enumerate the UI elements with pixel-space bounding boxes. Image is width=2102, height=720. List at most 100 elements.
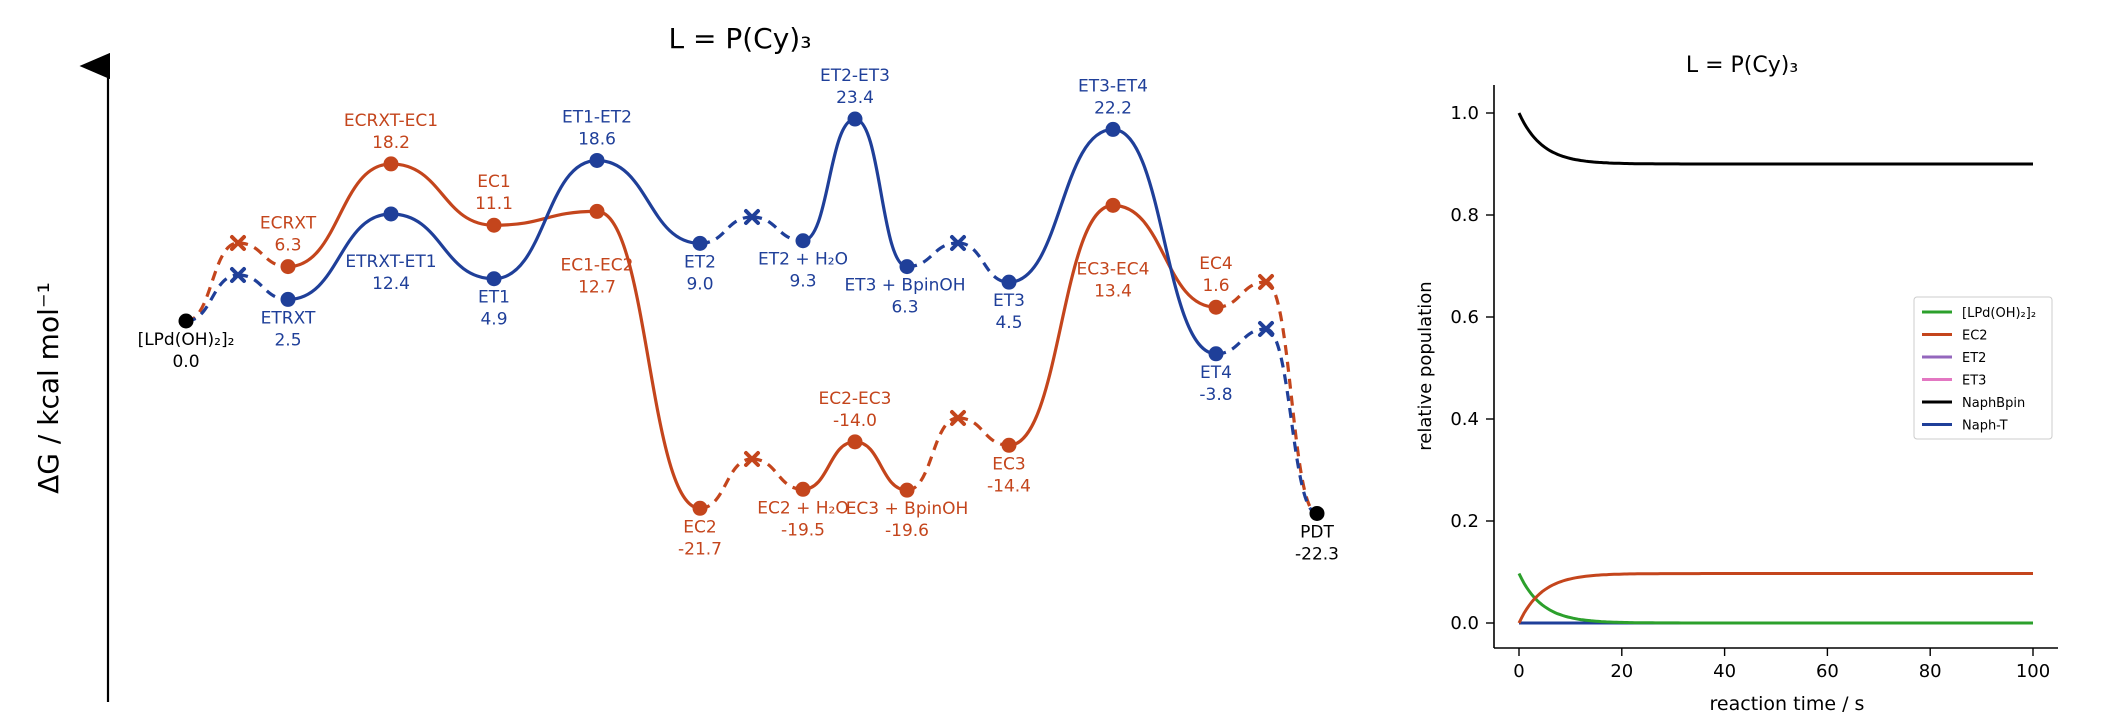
state-marker-pdt	[1309, 505, 1325, 521]
x-tick-label: 40	[1713, 661, 1736, 682]
et-pathway-segment	[699, 215, 753, 245]
kinetics-ticks: 0 20 40 60 80 100 0.0 0.2 0.4 0.6 0.8 1.0	[1450, 103, 2050, 682]
series-line-lpd-oh	[1517, 572, 2033, 625]
state-label-ec3: EC3	[992, 454, 1025, 474]
state-value-ec2-h-o: -19.5	[781, 520, 825, 540]
state-value-et3-et4: 22.2	[1094, 98, 1132, 118]
legend-label: NaphBpin	[1962, 396, 2025, 411]
state-value-et3-bpinoh: 6.3	[891, 298, 918, 318]
energy-y-axis-label: ΔG / kcal mol⁻¹	[32, 282, 65, 494]
state-marker-ec3-ec4	[1105, 197, 1121, 213]
state-value-et3: 4.5	[995, 313, 1022, 333]
et-pathway-segment	[1215, 327, 1267, 356]
state-label-ec2-h-o: EC2 + H₂O	[757, 498, 848, 518]
legend-item-ec2: EC2	[1922, 329, 1988, 344]
ec-pathway-segment	[854, 440, 908, 492]
state-value-et1-et2: 18.6	[578, 129, 616, 149]
state-label-ec3-bpinoh: EC3 + BpinOH	[846, 499, 969, 519]
et-pathway-segment	[237, 273, 289, 302]
state-label-etrxt-et1: ETRXT-ET1	[345, 252, 436, 272]
crossing-marker	[950, 410, 966, 426]
ec-pathway-segment	[802, 440, 856, 491]
state-marker-et2	[692, 235, 708, 251]
state-value-ec2: -21.7	[678, 539, 722, 559]
state-marker-ec4	[1208, 299, 1224, 315]
energy-chart-title: L = P(Cy)₃	[669, 22, 812, 55]
state-value-ec3-bpinoh: -19.6	[885, 521, 929, 541]
y-tick-label: 0.8	[1450, 205, 1479, 226]
kinetics-legend: [LPd(OH)₂]₂ EC2 ET2 ET3 NaphBpin Naph-T	[1913, 296, 2053, 440]
legend-label: Naph-T	[1962, 419, 2008, 434]
y-tick-label: 0.6	[1450, 307, 1479, 328]
et-pathway-segment	[287, 212, 392, 302]
state-marker-ec1	[486, 217, 502, 233]
x-tick-label: 100	[2016, 661, 2050, 682]
state-label-ec1: EC1	[477, 172, 510, 192]
et-pathway-segment	[596, 158, 701, 245]
state-label-ecrxt: ECRXT	[260, 214, 317, 234]
state-label-et2-h-o: ET2 + H₂O	[758, 250, 848, 270]
state-label-ec3-ec4: EC3-EC4	[1077, 259, 1150, 279]
state-marker-ec2-h-o	[795, 481, 811, 497]
kinetics-series	[1517, 112, 2033, 625]
legend-label: EC2	[1962, 329, 1988, 344]
energy-profile-chart: L = P(Cy)₃ ΔG / kcal mol⁻¹ [LPd(OH)₂]₂0.…	[32, 22, 1339, 702]
state-value-ec4: 1.6	[1202, 276, 1229, 296]
state-marker-et3-bpinoh	[899, 259, 915, 275]
state-label-et4: ET4	[1200, 363, 1232, 383]
series-line-naphbpin	[1517, 112, 2033, 166]
state-marker-et2-et3	[847, 111, 863, 127]
state-marker-ec3-bpinoh	[899, 482, 915, 498]
ec-pathway-segment	[957, 416, 1010, 447]
et-pathway-segment	[802, 117, 856, 243]
et-pathway-segment	[1112, 127, 1217, 356]
state-label-et3: ET3	[993, 291, 1025, 311]
state-value-etrxt: 2.5	[274, 330, 301, 350]
state-marker-ec1-ec2	[589, 203, 605, 219]
kinetics-chart: L = P(Cy)₃ 0 20 40 60 80 100 0.0 0.2 0.4 0.6 0.8 1.…	[1415, 53, 2058, 715]
state-marker-et3-et4	[1105, 121, 1121, 137]
legend-label: ET3	[1962, 374, 1986, 389]
state-value-etrxt-et1: 12.4	[372, 274, 410, 294]
state-value-ec3: -14.4	[987, 476, 1031, 496]
et-pathway-segment	[906, 241, 959, 269]
state-label-ec1-ec2: EC1-EC2	[561, 255, 634, 275]
state-value-ec1-ec2: 12.7	[578, 277, 616, 297]
crossing-marker	[950, 235, 966, 251]
state-marker-et2-h-o	[795, 233, 811, 249]
kinetics-y-axis-label: relative population	[1415, 281, 1436, 450]
kinetics-x-axis-label: reaction time / s	[1710, 693, 1865, 715]
crossing-marker	[230, 235, 246, 251]
ec-pathway-segment	[1008, 203, 1114, 447]
y-tick-label: 1.0	[1450, 103, 1479, 124]
state-marker-etrxt	[280, 291, 296, 307]
state-label-ec4: EC4	[1199, 254, 1232, 274]
et-pathway-segment	[185, 273, 239, 323]
x-tick-label: 20	[1610, 661, 1633, 682]
crossing-marker	[230, 267, 246, 283]
ec-pathway-segment	[596, 209, 701, 510]
legend-item-lpd-oh: [LPd(OH)₂]₂	[1922, 306, 2036, 321]
kinetics-chart-title: L = P(Cy)₃	[1686, 53, 1798, 78]
et-pathway-segment	[1265, 327, 1318, 516]
legend-item-naph-t: Naph-T	[1922, 419, 2008, 434]
state-marker-et3	[1001, 274, 1017, 290]
legend-item-et2: ET2	[1922, 351, 1986, 366]
state-value-et4: -3.8	[1199, 385, 1232, 405]
state-value-et1: 4.9	[480, 310, 507, 330]
et-pathway-segment	[493, 158, 598, 281]
state-value-ecrxt-ec1: 18.2	[372, 133, 410, 153]
state-label-pdt: PDT	[1300, 522, 1334, 542]
y-tick-label: 0.0	[1450, 613, 1479, 634]
crossing-marker	[1258, 321, 1274, 337]
state-marker-et1	[486, 271, 502, 287]
series-line-ec2	[1517, 572, 2033, 624]
ec-pathway-segment	[237, 241, 289, 269]
state-label-ec2-ec3: EC2-EC3	[819, 389, 892, 409]
state-marker-etrxt-et1	[383, 206, 399, 222]
ec-pathway-segment	[185, 241, 239, 323]
ec-pathway-segment	[751, 457, 804, 491]
state-label-et3-bpinoh: ET3 + BpinOH	[844, 276, 965, 296]
ec-pathway-segment	[1112, 203, 1217, 309]
state-label-etrxt: ETRXT	[261, 308, 316, 328]
